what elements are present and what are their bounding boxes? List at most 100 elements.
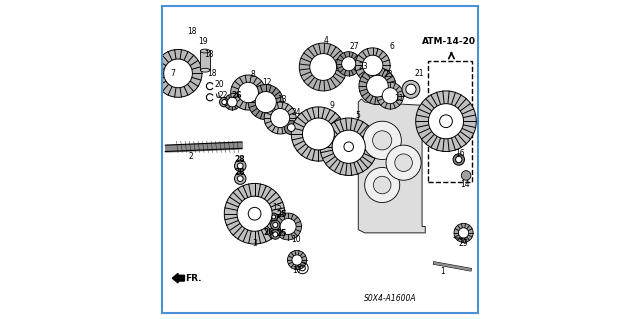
Circle shape	[320, 118, 378, 175]
Circle shape	[461, 171, 471, 180]
Circle shape	[386, 145, 421, 180]
Text: 23: 23	[384, 70, 394, 78]
Text: 26: 26	[231, 91, 242, 100]
Bar	[428, 61, 472, 182]
Text: FR.: FR.	[186, 274, 202, 283]
Text: 10: 10	[291, 235, 301, 244]
Circle shape	[271, 230, 280, 239]
Circle shape	[434, 109, 458, 133]
Text: 23: 23	[358, 62, 368, 71]
Circle shape	[248, 207, 261, 220]
Text: 27: 27	[349, 42, 359, 51]
Circle shape	[363, 121, 401, 160]
Text: 12: 12	[262, 78, 271, 87]
Circle shape	[337, 52, 361, 76]
Text: 19: 19	[198, 37, 207, 46]
Text: 11: 11	[394, 94, 404, 103]
Circle shape	[272, 215, 276, 219]
FancyArrow shape	[172, 273, 184, 283]
Circle shape	[287, 124, 295, 131]
Circle shape	[271, 108, 290, 128]
Text: 18: 18	[187, 27, 196, 36]
Circle shape	[377, 82, 404, 109]
Circle shape	[303, 118, 334, 150]
Text: 22: 22	[219, 91, 228, 100]
Circle shape	[248, 85, 284, 120]
Polygon shape	[358, 99, 425, 233]
Circle shape	[224, 94, 240, 110]
Circle shape	[292, 255, 302, 265]
Text: 24: 24	[292, 108, 301, 117]
Text: 21: 21	[414, 69, 424, 78]
Text: 2: 2	[188, 152, 193, 161]
Text: 7: 7	[171, 69, 176, 78]
Circle shape	[287, 250, 307, 270]
Circle shape	[273, 222, 278, 227]
Circle shape	[227, 97, 237, 107]
Circle shape	[454, 223, 473, 242]
Text: 15: 15	[272, 204, 282, 212]
Text: 25: 25	[276, 210, 286, 219]
Circle shape	[342, 57, 356, 71]
Text: 16: 16	[455, 149, 465, 158]
Circle shape	[237, 163, 243, 169]
Circle shape	[402, 80, 420, 98]
Circle shape	[164, 59, 193, 88]
Circle shape	[372, 131, 392, 150]
Circle shape	[234, 160, 246, 172]
Circle shape	[440, 115, 452, 128]
Circle shape	[416, 91, 476, 152]
Circle shape	[365, 167, 400, 203]
Circle shape	[332, 130, 365, 163]
Circle shape	[242, 201, 268, 226]
Text: 26: 26	[263, 228, 273, 237]
Circle shape	[275, 213, 301, 240]
Text: ATM-14-20: ATM-14-20	[422, 37, 476, 46]
Text: 25: 25	[276, 229, 286, 238]
Text: 3: 3	[252, 239, 257, 248]
Circle shape	[428, 104, 463, 139]
Ellipse shape	[200, 68, 210, 72]
Circle shape	[300, 43, 347, 91]
Text: 6: 6	[390, 42, 394, 51]
Circle shape	[456, 156, 462, 163]
Text: 4: 4	[324, 36, 329, 45]
Text: S0X4-A1600A: S0X4-A1600A	[364, 294, 417, 303]
Text: 8: 8	[251, 70, 255, 78]
Text: 9: 9	[330, 101, 335, 110]
Circle shape	[270, 213, 278, 221]
Text: 20: 20	[214, 80, 225, 89]
Text: 28: 28	[234, 155, 245, 164]
Circle shape	[255, 92, 276, 113]
Circle shape	[458, 228, 468, 238]
Circle shape	[234, 173, 246, 184]
Circle shape	[271, 220, 280, 230]
Circle shape	[395, 154, 412, 172]
Circle shape	[406, 84, 416, 94]
Text: 28: 28	[234, 168, 245, 177]
Circle shape	[310, 54, 337, 80]
Circle shape	[221, 100, 227, 105]
Ellipse shape	[200, 49, 210, 53]
Circle shape	[264, 102, 296, 134]
Text: 14: 14	[460, 180, 470, 189]
Circle shape	[280, 219, 296, 234]
Circle shape	[238, 82, 259, 103]
Circle shape	[291, 107, 346, 161]
Circle shape	[273, 232, 278, 237]
Circle shape	[224, 183, 285, 244]
Circle shape	[230, 75, 266, 110]
Circle shape	[344, 142, 353, 152]
Text: 18: 18	[204, 50, 214, 59]
Circle shape	[373, 176, 391, 194]
Circle shape	[339, 137, 358, 156]
Circle shape	[453, 154, 465, 165]
Circle shape	[220, 97, 229, 107]
Circle shape	[367, 75, 388, 97]
Text: 13: 13	[277, 95, 287, 104]
Circle shape	[284, 121, 298, 135]
Text: 5: 5	[355, 111, 360, 120]
Circle shape	[237, 176, 243, 182]
Circle shape	[359, 68, 396, 105]
Circle shape	[355, 48, 390, 83]
